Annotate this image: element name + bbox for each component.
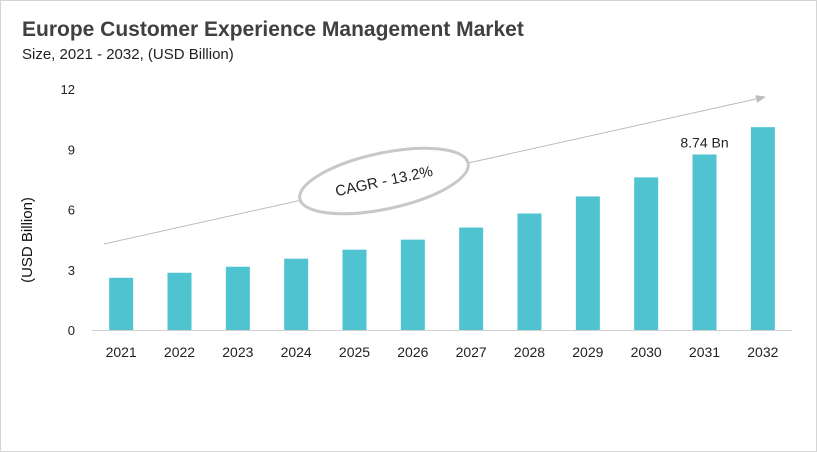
x-tick-labels: 2021 2022 2023 2024 2025 2026 2027 2028 2029 2030… [106,344,779,360]
chart-title: Europe Customer Experience Management Ma… [22,18,524,41]
cagr-ellipse [298,146,470,216]
x-tick-2021: 2021 [106,344,137,360]
bar-2031 [692,154,717,330]
x-tick-2023: 2023 [222,344,253,360]
bar-2027 [459,227,484,330]
x-tick-2022: 2022 [164,344,195,360]
bar-2026 [400,239,425,330]
bars [109,127,775,331]
y-tick-0: 0 [68,323,75,338]
bar-2028 [517,213,542,330]
bar-2029 [575,196,600,330]
bar-2023 [225,266,250,330]
bar-2025 [342,249,367,330]
x-tick-2031: 2031 [689,344,720,360]
x-tick-2030: 2030 [631,344,662,360]
y-tick-9: 9 [68,142,75,157]
x-tick-2025: 2025 [339,344,370,360]
x-tick-2026: 2026 [397,344,428,360]
x-tick-2028: 2028 [514,344,545,360]
x-tick-2029: 2029 [572,344,603,360]
y-tick-3: 3 [68,263,75,278]
y-tick-12: 12 [61,82,75,97]
x-tick-2024: 2024 [281,344,312,360]
y-tick-6: 6 [68,203,75,218]
annotations: CAGR - 13.2%8.74 Bn [103,95,766,245]
y-tick-labels: 0 3 6 9 12 [61,82,75,338]
bar-2030 [634,177,659,330]
data-label-2031: 8.74 Bn [680,134,728,150]
bar-2021 [109,277,134,330]
x-tick-2032: 2032 [747,344,778,360]
bar-2024 [284,258,309,330]
chart-subtitle: Size, 2021 - 2032, (USD Billion) [22,46,234,63]
bar-2032 [750,127,775,331]
bar-2022 [167,272,192,330]
x-tick-2027: 2027 [456,344,487,360]
y-axis-label: (USD Billion) [19,197,36,283]
